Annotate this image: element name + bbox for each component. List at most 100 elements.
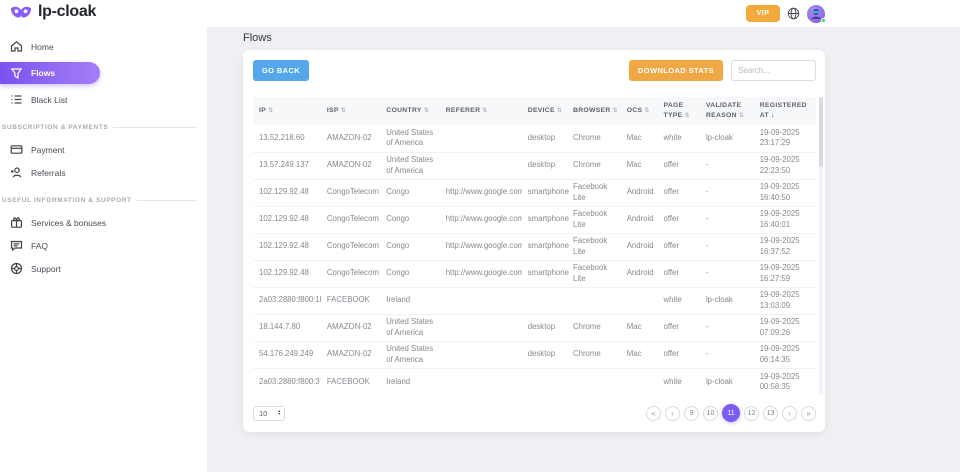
- cell-browser: Facebook Lite: [566, 232, 621, 260]
- sidebar-item-payment[interactable]: Payment: [0, 139, 207, 160]
- column-header-country[interactable]: COUNTRY ⇅: [380, 97, 440, 125]
- cell-ocs: [620, 367, 658, 395]
- table-scrollbar[interactable]: [819, 97, 823, 395]
- cell-ocs: Android: [620, 259, 658, 287]
- cell-isp: FACEBOOK: [320, 286, 381, 314]
- column-header-isp[interactable]: ISP ⇅: [320, 97, 381, 125]
- sidebar-item-support[interactable]: Support: [0, 258, 207, 279]
- table-row: 102.129.92.48 CongoTelecom Congo http://www…: [253, 259, 816, 287]
- cell-validate-reason: -: [699, 205, 754, 233]
- cell-browser: Facebook Lite: [566, 259, 621, 287]
- download-stats-button[interactable]: DOWNLOAD STATS: [629, 60, 723, 81]
- cell-validate-reason: lp-cloak: [699, 367, 754, 395]
- sidebar-item-faq[interactable]: FAQ: [0, 235, 207, 256]
- logo: lp-cloak: [10, 3, 96, 21]
- column-header-ocs[interactable]: OCS ⇅: [620, 97, 658, 125]
- flows-table: IP ⇅ ISP ⇅ COUNTRY ⇅ REFERER ⇅ DEVICE ⇅ BROWSER ⇅ OC…: [253, 97, 816, 395]
- cell-ip: 18.144.7.80: [253, 313, 321, 341]
- sort-icon: ⇅: [738, 113, 745, 119]
- table-row: 13.57.249.137 AMAZON-02 United States of A…: [253, 151, 816, 179]
- column-header-registered-at[interactable]: REGISTERED AT ↓: [753, 97, 816, 125]
- cell-page-type: offer: [657, 205, 700, 233]
- pagination-page-12[interactable]: 12: [744, 405, 759, 421]
- cell-validate-reason: -: [699, 151, 754, 179]
- referrals-person-icon: [11, 167, 22, 178]
- column-header-page-type[interactable]: PAGE TYPE ⇅: [657, 97, 700, 125]
- pagination-next-button[interactable]: ›: [782, 405, 797, 421]
- cell-ip: 102.129.92.48: [253, 178, 321, 206]
- column-header-device[interactable]: DEVICE ⇅: [521, 97, 567, 125]
- cell-ocs: Android: [620, 232, 658, 260]
- page-size-select[interactable]: 10 ▲ ▼: [253, 405, 285, 421]
- cell-ip: 2a03:2880:f800:37::: [253, 367, 321, 395]
- cell-device: desktop: [521, 313, 567, 341]
- sidebar-item-flows[interactable]: Flows: [0, 62, 100, 84]
- pagination-page-11[interactable]: 11: [722, 404, 740, 422]
- cell-isp: FACEBOOK: [320, 367, 381, 395]
- cell-ocs: Mac: [620, 340, 658, 368]
- cell-validate-reason: -: [699, 313, 754, 341]
- section-divider: [113, 127, 197, 128]
- cell-registered-at: 19-09-2025 07:09:26: [753, 313, 816, 341]
- cell-country: Ireland: [380, 367, 440, 395]
- cell-validate-reason: -: [699, 178, 754, 206]
- cell-device: smartphone: [521, 259, 569, 287]
- cell-browser: [566, 286, 621, 314]
- cell-country: United States of America: [386, 128, 434, 148]
- vip-button[interactable]: VIP: [746, 5, 780, 22]
- lp-cloak-logo-icon: [10, 6, 32, 18]
- sidebar-item-home[interactable]: Home: [0, 36, 207, 57]
- main-content: Flows GO BACK DOWNLOAD STATS IP⇅ISP⇅COUN…: [208, 27, 960, 472]
- table-header-row: IP ⇅ ISP ⇅ COUNTRY ⇅ REFERER ⇅ DEVICE ⇅ BROWSER ⇅ OC…: [253, 97, 816, 125]
- column-label: COUNTRY: [386, 107, 422, 115]
- logo-text: lp-cloak: [38, 3, 97, 20]
- pagination: «‹ 9 10 11 12 13 ›»: [646, 404, 816, 422]
- cell-isp: CongoTelecom: [320, 232, 381, 260]
- cell-browser: Chrome: [566, 151, 621, 179]
- cell-page-type: white: [657, 367, 700, 395]
- column-header-browser[interactable]: BROWSER ⇅: [566, 97, 621, 125]
- column-label: REFERER: [445, 107, 481, 115]
- sort-icon: ⇅: [268, 108, 274, 115]
- cell-registered-at: 19-09-2025 16:37:52: [753, 232, 816, 260]
- page-size-value: 10: [259, 408, 268, 418]
- sidebar-item-label: Black List: [31, 94, 68, 105]
- cell-registered-at: 19-09-2025 16:40:01: [753, 205, 816, 233]
- column-header-referer[interactable]: REFERER ⇅: [439, 97, 522, 125]
- sidebar-item-services-bonuses[interactable]: Services & bonuses: [0, 212, 207, 233]
- sidebar-item-black-list[interactable]: Black List: [0, 89, 207, 110]
- cell-isp: CongoTelecom: [320, 178, 381, 206]
- language-globe-icon[interactable]: [787, 7, 800, 20]
- cell-ocs: Mac: [626, 133, 642, 143]
- pagination-last-button[interactable]: »: [801, 405, 816, 421]
- cell-ip: 13.52.218.60: [259, 133, 305, 143]
- pagination-page-9[interactable]: 9: [684, 405, 699, 421]
- scrollbar-thumb[interactable]: [819, 97, 823, 167]
- cell-device: desktop: [521, 340, 567, 368]
- cell-registered-at: 19-09-2025 16:27:59: [753, 259, 816, 287]
- column-label: ISP: [326, 107, 339, 115]
- pagination-prev-button[interactable]: ‹: [665, 405, 680, 421]
- column-header-ip[interactable]: IP ⇅: [253, 97, 321, 125]
- sidebar-item-referrals[interactable]: Referrals: [0, 162, 207, 183]
- cell-page-type: offer: [657, 232, 700, 260]
- pagination-first-button[interactable]: «: [646, 405, 661, 421]
- avatar[interactable]: [807, 4, 826, 23]
- table-row: 18.144.7.80 AMAZON-02 United States of Ame…: [253, 313, 816, 341]
- cell-registered-at: 19-09-2025 13:03:09: [753, 286, 816, 314]
- pagination-page-10[interactable]: 10: [703, 405, 718, 421]
- column-header-validate-reason[interactable]: VALIDATE REASON ⇅: [699, 97, 754, 125]
- section-label: USEFUL INFORMATION & SUPPORT: [2, 197, 132, 204]
- cell-page-type: offer: [657, 259, 700, 287]
- cell-referer: [439, 286, 522, 314]
- sidebar-item-label: Home: [31, 41, 54, 52]
- cell-isp: AMAZON-02: [326, 133, 372, 143]
- search-input[interactable]: [731, 60, 816, 81]
- cell-ocs: Android: [620, 205, 658, 233]
- pagination-page-13[interactable]: 13: [763, 405, 778, 421]
- section-divider: [136, 200, 197, 201]
- cell-referer: [440, 125, 522, 152]
- cell-registered-at: 19-09-2025 16:40:50: [753, 178, 816, 206]
- column-label: PAGE TYPE: [663, 102, 684, 119]
- go-back-button[interactable]: GO BACK: [253, 60, 309, 81]
